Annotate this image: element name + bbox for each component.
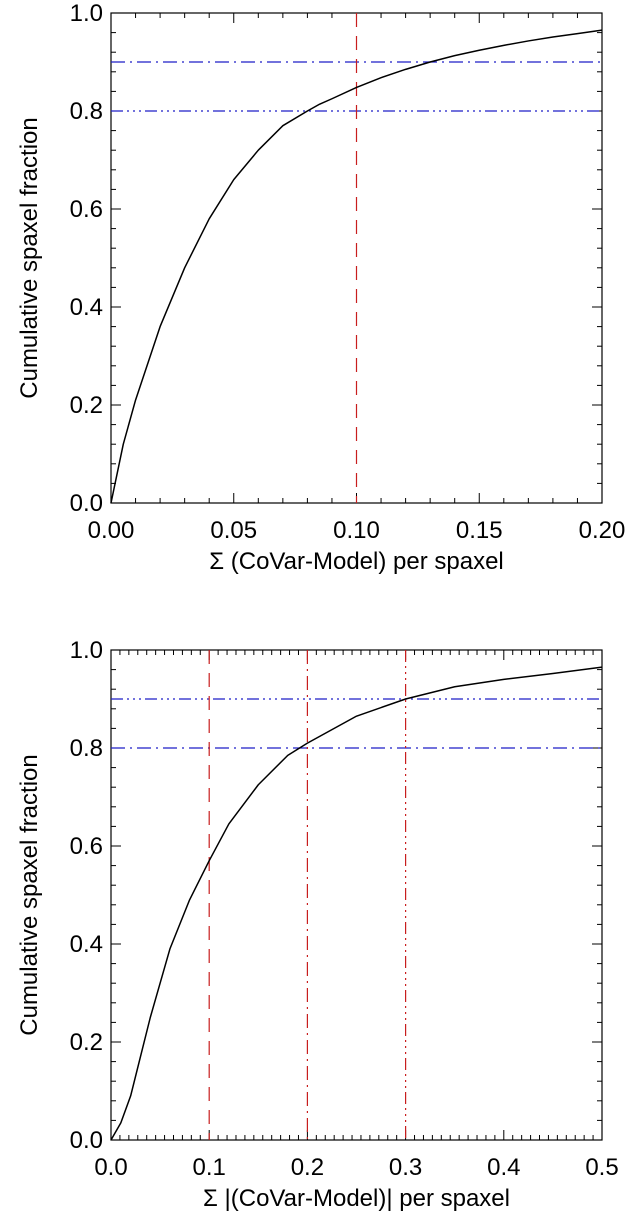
x-axis-label: Σ (CoVar-Model) per spaxel (209, 548, 504, 575)
x-tick-label: 0.15 (456, 517, 503, 544)
y-tick-label: 0.6 (70, 833, 103, 860)
y-tick-label: 0.0 (70, 490, 103, 517)
y-axis-label: Cumulative spaxel fraction (16, 117, 43, 398)
x-tick-label: 0.05 (210, 517, 257, 544)
chart-1: 0.00 0.05 0.10 0.15 0.20 0.0 0.2 0.4 0.6 0.8 1.0 Σ … (16, 0, 625, 575)
y-tick-label: 0.6 (70, 196, 103, 223)
y-tick-label: 1.0 (70, 637, 103, 664)
x-tick-label: 0.20 (579, 517, 626, 544)
y-tick-label: 0.0 (70, 1127, 103, 1154)
x-tick-label: 0.10 (333, 517, 380, 544)
x-tick-label: 0.2 (291, 1154, 324, 1181)
chart-2: 0.0 0.1 0.2 0.3 0.4 0.5 0.0 0.2 0.4 0.6 0.8 1.0 Σ |(… (16, 637, 619, 1212)
x-tick-label: 0.0 (94, 1154, 127, 1181)
y-tick-label: 0.2 (70, 1029, 103, 1056)
cumulative-curve (110, 666, 603, 1141)
x-tick-label: 0.5 (585, 1154, 618, 1181)
cumulative-curve (110, 29, 603, 504)
y-tick-label: 1.0 (70, 0, 103, 27)
x-tick-label: 0.1 (193, 1154, 226, 1181)
x-tick-label: 0.4 (487, 1154, 520, 1181)
y-axis-label: Cumulative spaxel fraction (16, 754, 43, 1035)
y-tick-label: 0.8 (70, 98, 103, 125)
x-tick-label: 0.3 (389, 1154, 422, 1181)
plot-frame (110, 649, 603, 1141)
y-tick-label: 0.4 (70, 931, 103, 958)
x-tick-label: 0.00 (88, 517, 135, 544)
y-tick-label: 0.4 (70, 294, 103, 321)
y-tick-label: 0.2 (70, 392, 103, 419)
x-axis-label: Σ |(CoVar-Model)| per spaxel (203, 1185, 510, 1212)
y-tick-label: 0.8 (70, 735, 103, 762)
